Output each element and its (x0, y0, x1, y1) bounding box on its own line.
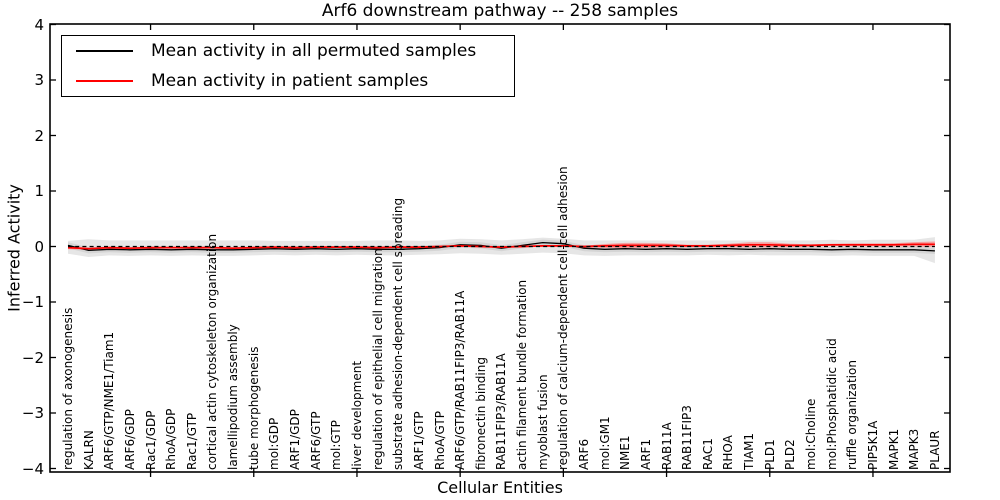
legend-item-permuted: Mean activity in all permuted samples (62, 41, 514, 62)
x-tick-label: tube morphogenesis (247, 346, 261, 470)
y-tick-label: 2 (34, 126, 44, 145)
permuted-mean-line (67, 241, 935, 252)
x-tick-label: mol:GTP (329, 420, 343, 470)
y-tick-label: 3 (34, 71, 44, 89)
x-axis-label: Cellular Entities (437, 478, 563, 497)
x-tick-label: MAPK1 (887, 428, 901, 470)
x-tick-label: regulation of axonogenesis (61, 307, 75, 470)
x-tick-label: KALRN (82, 430, 96, 470)
x-tick-label: MAPK3 (907, 428, 921, 470)
x-tick-label: ARF1/GDP (288, 409, 302, 470)
x-tick-label: myoblast fusion (536, 374, 550, 470)
x-tick-label: substrate adhesion-dependent cell spread… (391, 197, 405, 470)
x-tick-label: Rac1/GDP (144, 410, 158, 470)
chart-title: Arf6 downstream pathway -- 258 samples (321, 1, 679, 21)
x-tick-label: ARF6/GTP (309, 411, 323, 470)
x-tick-label: ARF6/GTP/NME1/Tiam1 (102, 331, 116, 470)
y-tick-label: 0 (34, 237, 44, 256)
x-tick-label: regulation of calcium-dependent cell-cel… (556, 166, 570, 470)
y-tick-label: −1 (21, 293, 44, 311)
x-tick-label: RAB11A (660, 422, 674, 470)
x-tick-label: ruffle organization (845, 360, 859, 470)
legend-label: Mean activity in all permuted samples (151, 41, 477, 61)
x-tick-label: ARF6 (577, 438, 591, 470)
x-tick-label: TIAM1 (742, 432, 756, 470)
legend-line-sample-red (76, 80, 133, 82)
x-tick-label: liver development (350, 360, 364, 470)
y-tick-label: −2 (21, 348, 44, 367)
x-tick-label: NME1 (618, 435, 632, 470)
x-tick-label: RHOA (721, 435, 735, 470)
x-tick-label: PLAUR (928, 430, 942, 470)
y-tick-label: −3 (21, 404, 44, 422)
legend-item-patient: Mean activity in patient samples (62, 71, 514, 92)
x-tick-label: actin filament bundle formation (515, 279, 529, 470)
x-tick-label: ARF1 (639, 438, 653, 470)
x-tick-label: cortical actin cytoskeleton organization (205, 233, 219, 470)
x-tick-label: PLD2 (783, 439, 797, 470)
x-tick-label: Rac1/GTP (185, 412, 199, 470)
y-tick-label: −4 (21, 459, 44, 478)
x-tick-label: ARF6/GTP/RAB11FIP3/RAB11A (453, 290, 467, 470)
x-tick-label: ARF6/GDP (123, 409, 137, 470)
y-tick-label: 1 (34, 182, 44, 200)
x-tick-label: ARF1/GTP (412, 411, 426, 470)
x-tick-label: mol:GDP (267, 417, 281, 470)
x-tick-label: fibronectin binding (474, 357, 488, 470)
x-tick-label: lamellipodium assembly (226, 324, 240, 470)
y-tick-label: 4 (34, 15, 44, 34)
x-tick-label: RAB11FIP3 (680, 405, 694, 470)
axes-frame (49, 23, 951, 473)
x-tick-label: RhoA/GTP (433, 411, 447, 470)
x-tick-label: RhoA/GDP (164, 408, 178, 470)
legend-label: Mean activity in patient samples (151, 71, 429, 91)
x-tick-label: regulation of epithelial cell migration (371, 248, 385, 470)
x-tick-label: mol:Choline (804, 398, 818, 470)
legend-line-sample-black (76, 50, 133, 52)
x-tick-label: PIP5K1A (866, 420, 880, 470)
legend: Mean activity in all permuted samples Me… (61, 35, 515, 97)
x-tick-label: PLD1 (763, 439, 777, 470)
x-tick-label: mol:GM1 (598, 416, 612, 470)
x-tick-label: RAB11FIP3/RAB11A (494, 353, 508, 470)
x-tick-label: mol:Phosphatidic acid (825, 338, 839, 470)
x-tick-label: RAC1 (701, 438, 715, 470)
